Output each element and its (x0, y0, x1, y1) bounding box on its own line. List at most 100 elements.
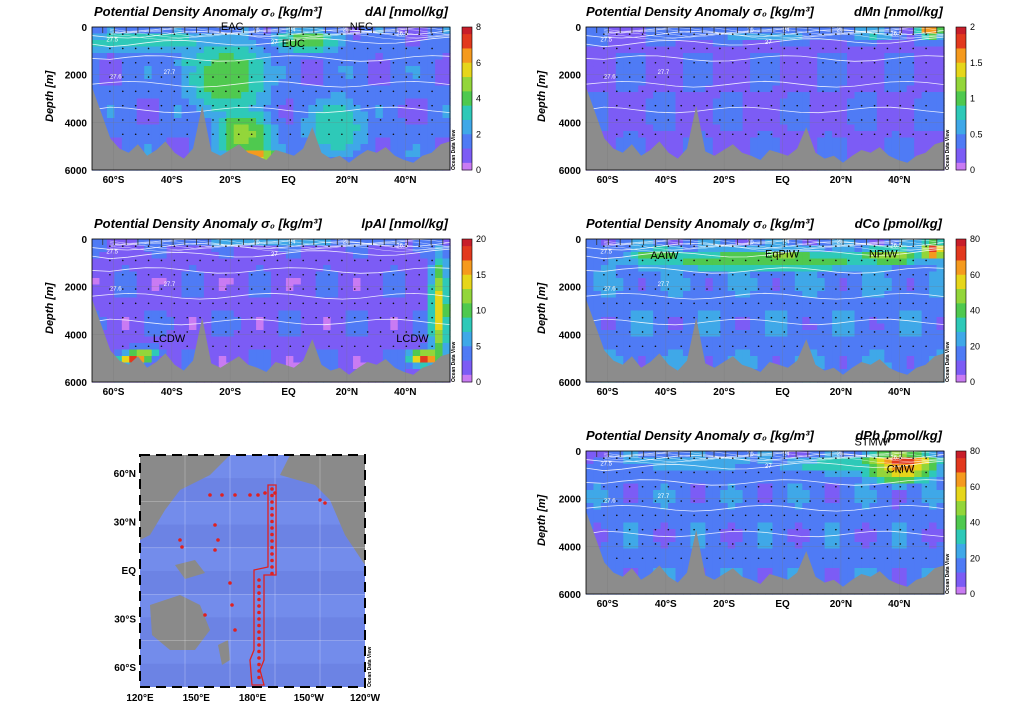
heatmap-cell (675, 278, 684, 286)
heatmap-cell (390, 85, 399, 93)
sample-point (134, 302, 137, 305)
heatmap-cell (159, 33, 168, 41)
heatmap-cell (345, 356, 354, 364)
heatmap-cell (615, 53, 624, 61)
heatmap-cell (779, 304, 788, 312)
heatmap-cell (338, 27, 347, 35)
heatmap-cell (630, 118, 639, 126)
colorbar-segment (462, 264, 472, 269)
heatmap-cell (608, 79, 617, 87)
heatmap-cell (233, 59, 242, 67)
heatmap-cell (742, 150, 751, 158)
heatmap-cell (750, 105, 759, 113)
heatmap-cell (345, 310, 354, 318)
heatmap-cell (278, 271, 287, 279)
heatmap-cell (241, 59, 250, 67)
heatmap-cell (936, 72, 945, 80)
heatmap-cell (742, 118, 751, 126)
heatmap-cell (121, 105, 130, 113)
colorbar-segment (462, 314, 472, 319)
sample-point (147, 133, 150, 136)
heatmap-cell (615, 144, 624, 152)
sample-point (302, 33, 305, 35)
heatmap-cell (742, 124, 751, 132)
sample-point (641, 76, 644, 78)
heatmap-cell (615, 105, 624, 113)
heatmap-cell (174, 330, 183, 338)
sample-point (809, 90, 811, 93)
sample-point (263, 76, 266, 78)
heatmap-cell (824, 356, 833, 364)
heatmap-cell (630, 304, 639, 312)
heatmap-cell (129, 131, 138, 139)
colorbar-segment (462, 260, 472, 265)
heatmap-cell (338, 98, 347, 106)
heatmap-cell (442, 343, 451, 351)
sample-point (680, 119, 683, 121)
sample-point (302, 104, 305, 107)
heatmap-cell (682, 271, 692, 279)
heatmap-cell (824, 304, 833, 312)
heatmap-cell (360, 284, 369, 292)
heatmap-cell (181, 105, 190, 113)
heatmap-cell (248, 98, 257, 106)
sample-point (641, 33, 644, 35)
isopycnal-contour (91, 36, 451, 48)
heatmap-cell (397, 258, 406, 266)
heatmap-cell (397, 362, 406, 370)
heatmap-cell (181, 239, 190, 247)
heatmap-cell (742, 111, 751, 119)
heatmap-cell (727, 278, 736, 286)
heatmap-cell (750, 33, 759, 41)
heatmap-cell (705, 310, 714, 318)
heatmap-cell (772, 79, 781, 87)
heatmap-cell (315, 85, 324, 93)
heatmap-cell (248, 265, 257, 273)
sample-point (225, 245, 227, 247)
sample-point (405, 331, 408, 333)
x-tick-label: EQ (775, 175, 790, 186)
heatmap-cell (742, 46, 751, 54)
heatmap-cell (817, 252, 826, 260)
heatmap-cell (300, 265, 309, 273)
heatmap-cell (697, 111, 706, 119)
heatmap-cell (586, 59, 595, 67)
sample-point (899, 133, 902, 136)
heatmap-cell (427, 105, 436, 113)
heatmap-cell (338, 336, 347, 344)
heatmap-cell (166, 349, 175, 357)
heatmap-cell (233, 33, 242, 41)
heatmap-cell (248, 53, 257, 61)
sample-point (392, 316, 395, 319)
sample-point (873, 33, 876, 35)
heatmap-cell (166, 59, 175, 67)
sample-point (706, 104, 708, 107)
colorbar-segment (462, 281, 472, 286)
heatmap-cell (151, 356, 160, 364)
heatmap-cell (360, 137, 369, 145)
heatmap-cell (891, 131, 900, 139)
heatmap-cell (353, 131, 362, 139)
heatmap-cell (638, 27, 647, 35)
heatmap-cell (705, 92, 714, 100)
heatmap-cell (278, 124, 287, 132)
heatmap-cell (256, 252, 265, 260)
sample-point (328, 245, 330, 247)
heatmap-cell (832, 98, 841, 106)
heatmap-cell (92, 72, 101, 80)
heatmap-cell (712, 304, 721, 312)
heatmap-cell (854, 118, 863, 126)
heatmap-cell (405, 131, 414, 139)
heatmap-cell (405, 258, 414, 266)
heatmap-cell (233, 111, 242, 119)
heatmap-cell (787, 330, 796, 338)
heatmap-cell (787, 33, 796, 41)
sample-point (109, 273, 111, 276)
sample-point (276, 33, 279, 35)
heatmap-cell (203, 271, 212, 279)
heatmap-cell (727, 330, 736, 338)
sample-point (328, 345, 330, 348)
heatmap-cell (869, 245, 878, 253)
heatmap-cell (300, 33, 309, 41)
heatmap-cell (630, 258, 639, 266)
